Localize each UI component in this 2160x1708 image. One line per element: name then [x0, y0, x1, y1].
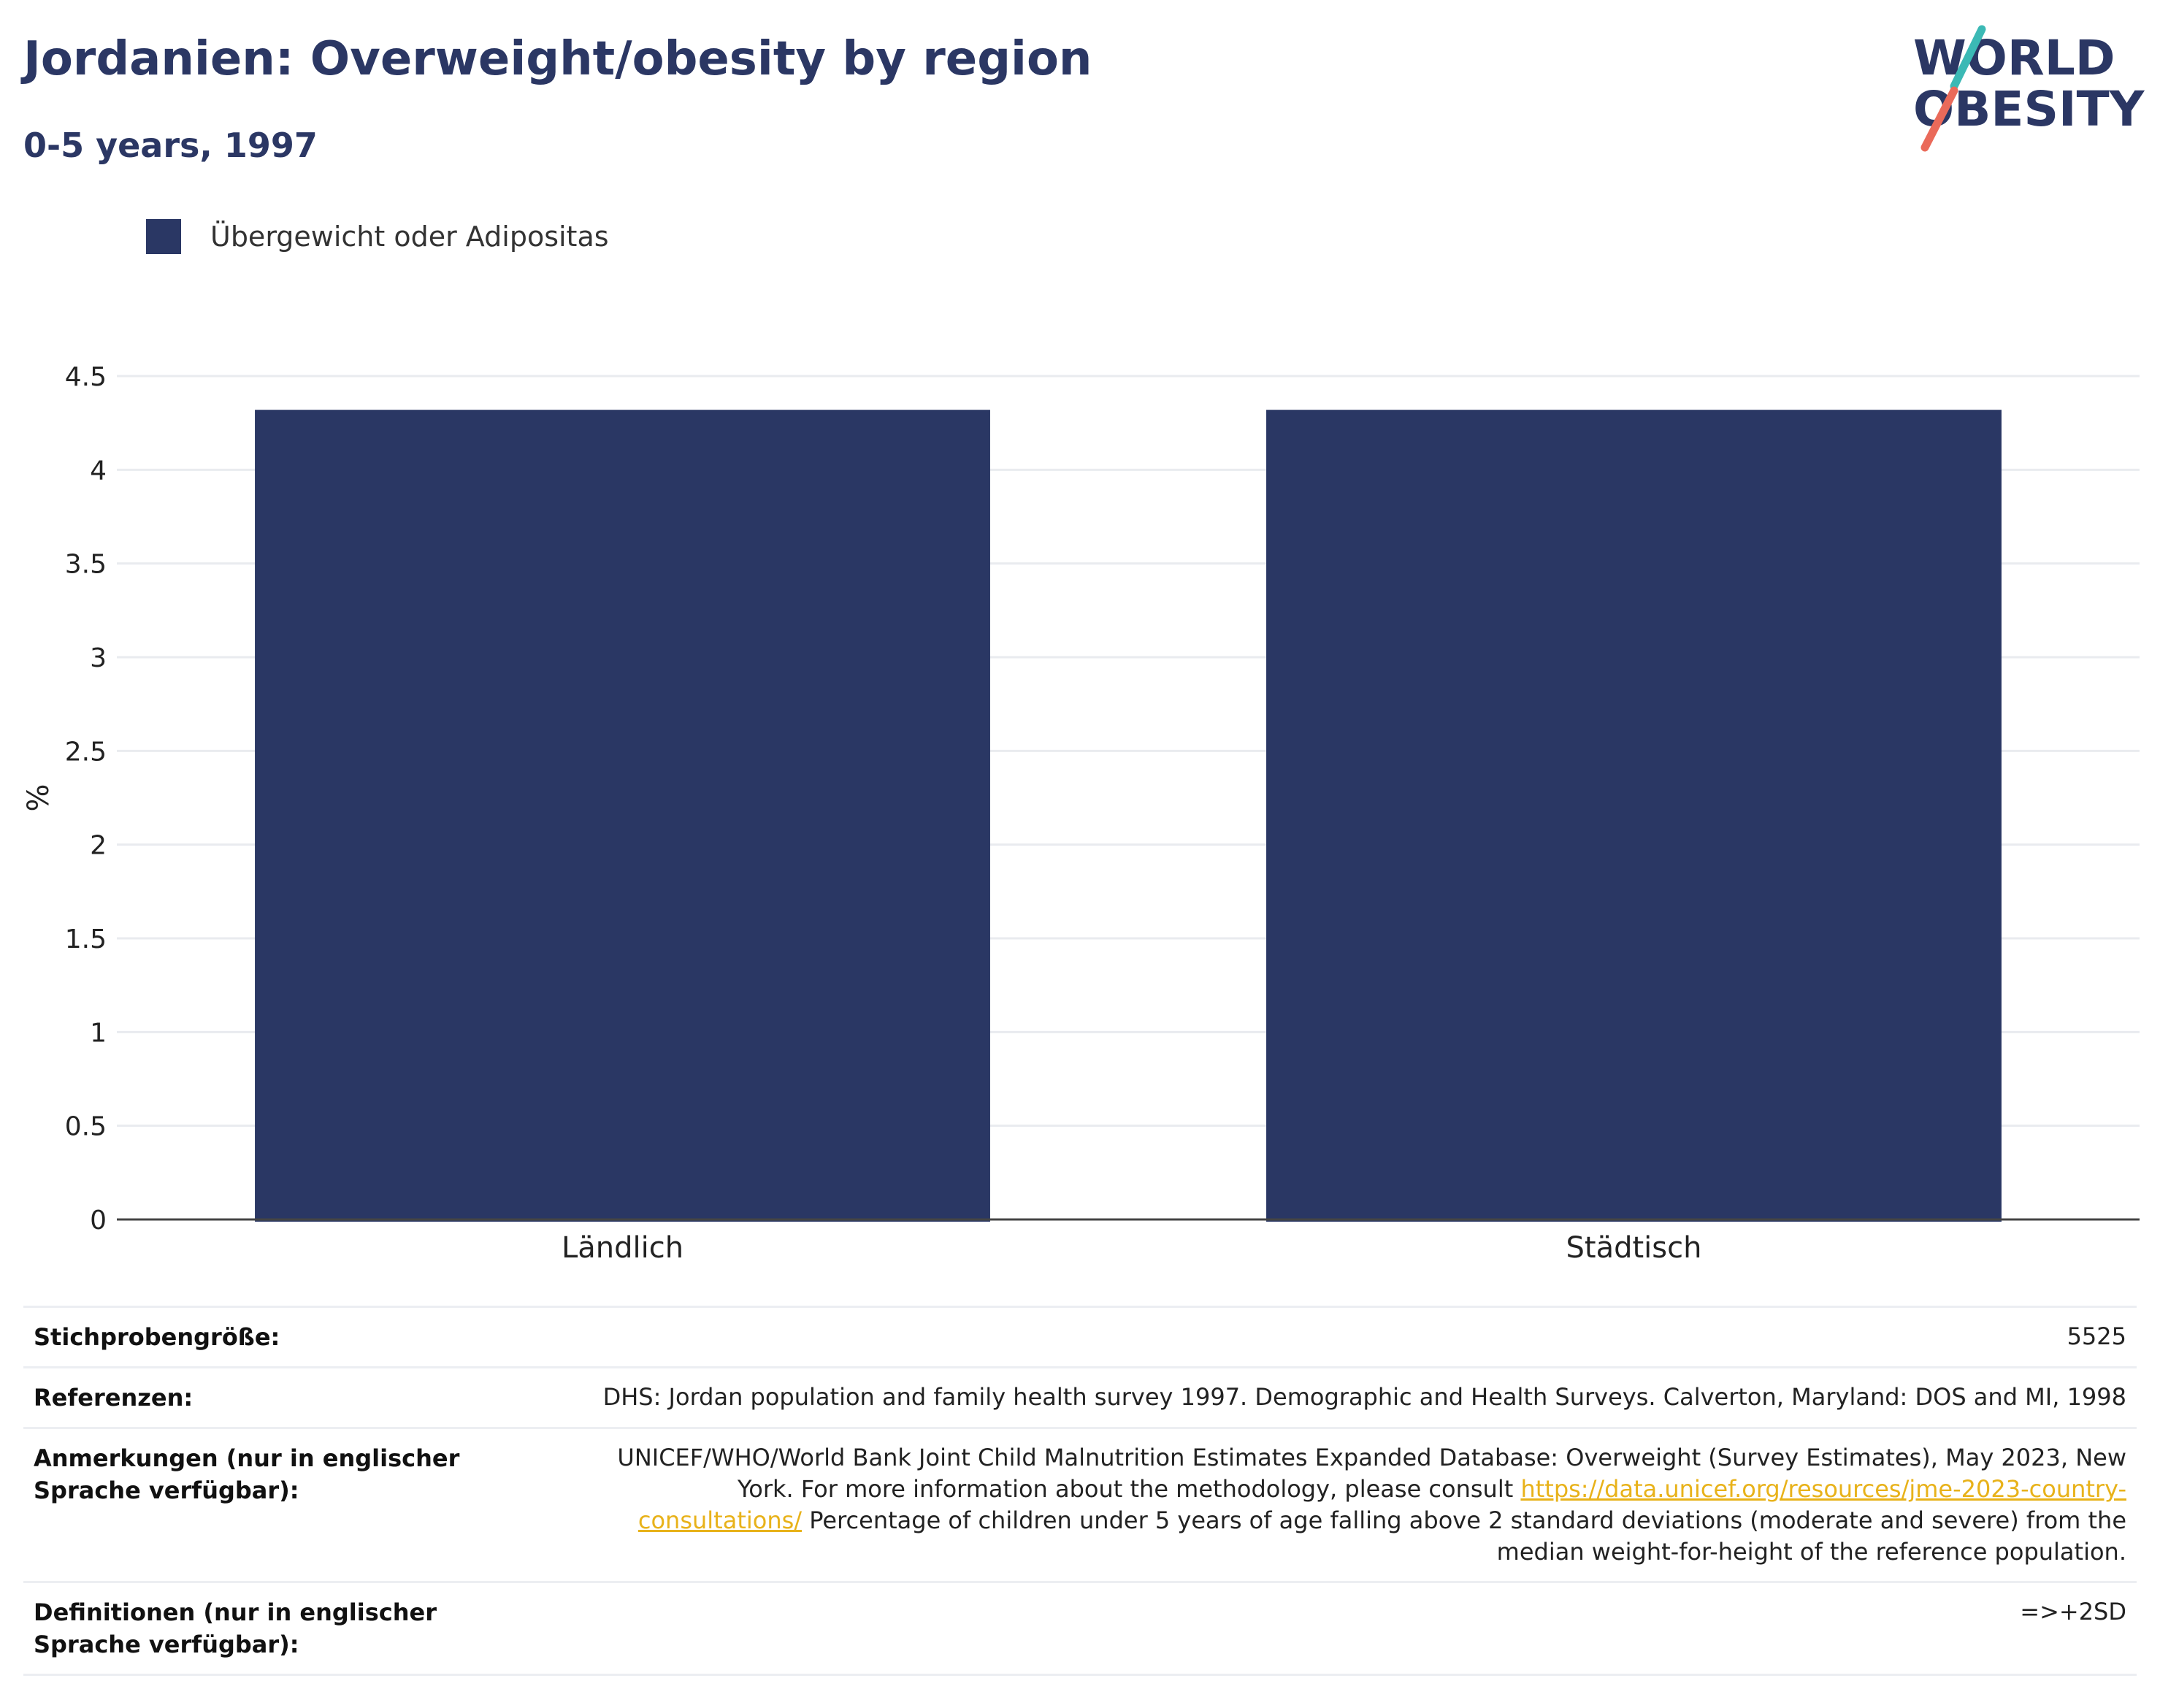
info-row-notes: Anmerkungen (nur in englischer Sprache v… [23, 1429, 2137, 1583]
references-value: DHS: Jordan population and family health… [602, 1383, 2126, 1411]
logo-slash-coral [1920, 86, 1958, 152]
legend[interactable]: Übergewicht oder Adipositas [146, 218, 609, 256]
sample-size-label: Stichprobengröße: [34, 1323, 280, 1351]
info-table: Stichprobengröße: 5525 Referenzen: DHS: … [23, 1306, 2137, 1676]
chart-subtitle: 0-5 years, 1997 [23, 126, 318, 165]
y-axis-title: % [22, 784, 55, 811]
info-row-definitions: Definitionen (nur in englischer Sprache … [23, 1583, 2137, 1676]
notes-text-2: Percentage of children under 5 years of … [809, 1506, 2126, 1566]
x-category-labels: Ländlich Städtisch [562, 1231, 1702, 1265]
definitions-value: =>+2SD [2020, 1598, 2126, 1625]
world-obesity-logo: WORLD OBESITY [1913, 25, 2145, 152]
info-row-sample-size: Stichprobengröße: 5525 [23, 1308, 2137, 1368]
y-tick-label: 4.5 [65, 362, 107, 392]
y-tick-label: 2.5 [65, 737, 107, 767]
notes-value: UNICEF/WHO/World Bank Joint Child Malnut… [545, 1442, 2126, 1568]
y-tick-label: 2 [90, 831, 107, 861]
bar-2[interactable] [1266, 410, 2002, 1222]
methodology-link[interactable]: https://data.unicef.org/resources/jme-20… [637, 1475, 2126, 1534]
y-tick-labels: 0 0.5 1 1.5 2 2.5 3 3.5 4 4.5 [65, 362, 107, 1236]
notes-label: Anmerkungen (nur in englischer Sprache v… [34, 1444, 460, 1504]
sample-size-value: 5525 [2067, 1322, 2126, 1350]
y-tick-label: 3 [90, 643, 107, 673]
y-tick-label: 1.5 [65, 924, 107, 954]
y-tick-label: 4 [90, 456, 107, 486]
logo-text-world: WORLD [1913, 30, 2115, 86]
chart-title: Jordanien: Overweight/obesity by region [23, 32, 1092, 86]
logo-slash-teal [1950, 25, 1986, 91]
y-tick-label: 0 [90, 1206, 107, 1236]
legend-label: Übergewicht oder Adipositas [210, 221, 609, 253]
y-tick-label: 1 [90, 1018, 107, 1048]
y-tick-label: 0.5 [65, 1112, 107, 1142]
legend-swatch [146, 219, 181, 254]
notes-text-1: UNICEF/WHO/World Bank Joint Child Malnut… [617, 1444, 2126, 1503]
y-tick-label: 3.5 [65, 550, 107, 580]
bars [255, 410, 2002, 1222]
info-row-references: Referenzen: DHS: Jordan population and f… [23, 1368, 2137, 1429]
x-category-label: Städtisch [1566, 1231, 1702, 1265]
bar-chart: 0 0.5 1 1.5 2 2.5 3 3.5 4 4.5 Ländlich Städtisch % [22, 362, 2140, 1265]
references-label: Referenzen: [34, 1384, 194, 1412]
x-category-label: Ländlich [562, 1231, 683, 1265]
bar-1[interactable] [255, 410, 990, 1222]
definitions-label: Definitionen (nur in englischer Sprache … [34, 1598, 437, 1658]
